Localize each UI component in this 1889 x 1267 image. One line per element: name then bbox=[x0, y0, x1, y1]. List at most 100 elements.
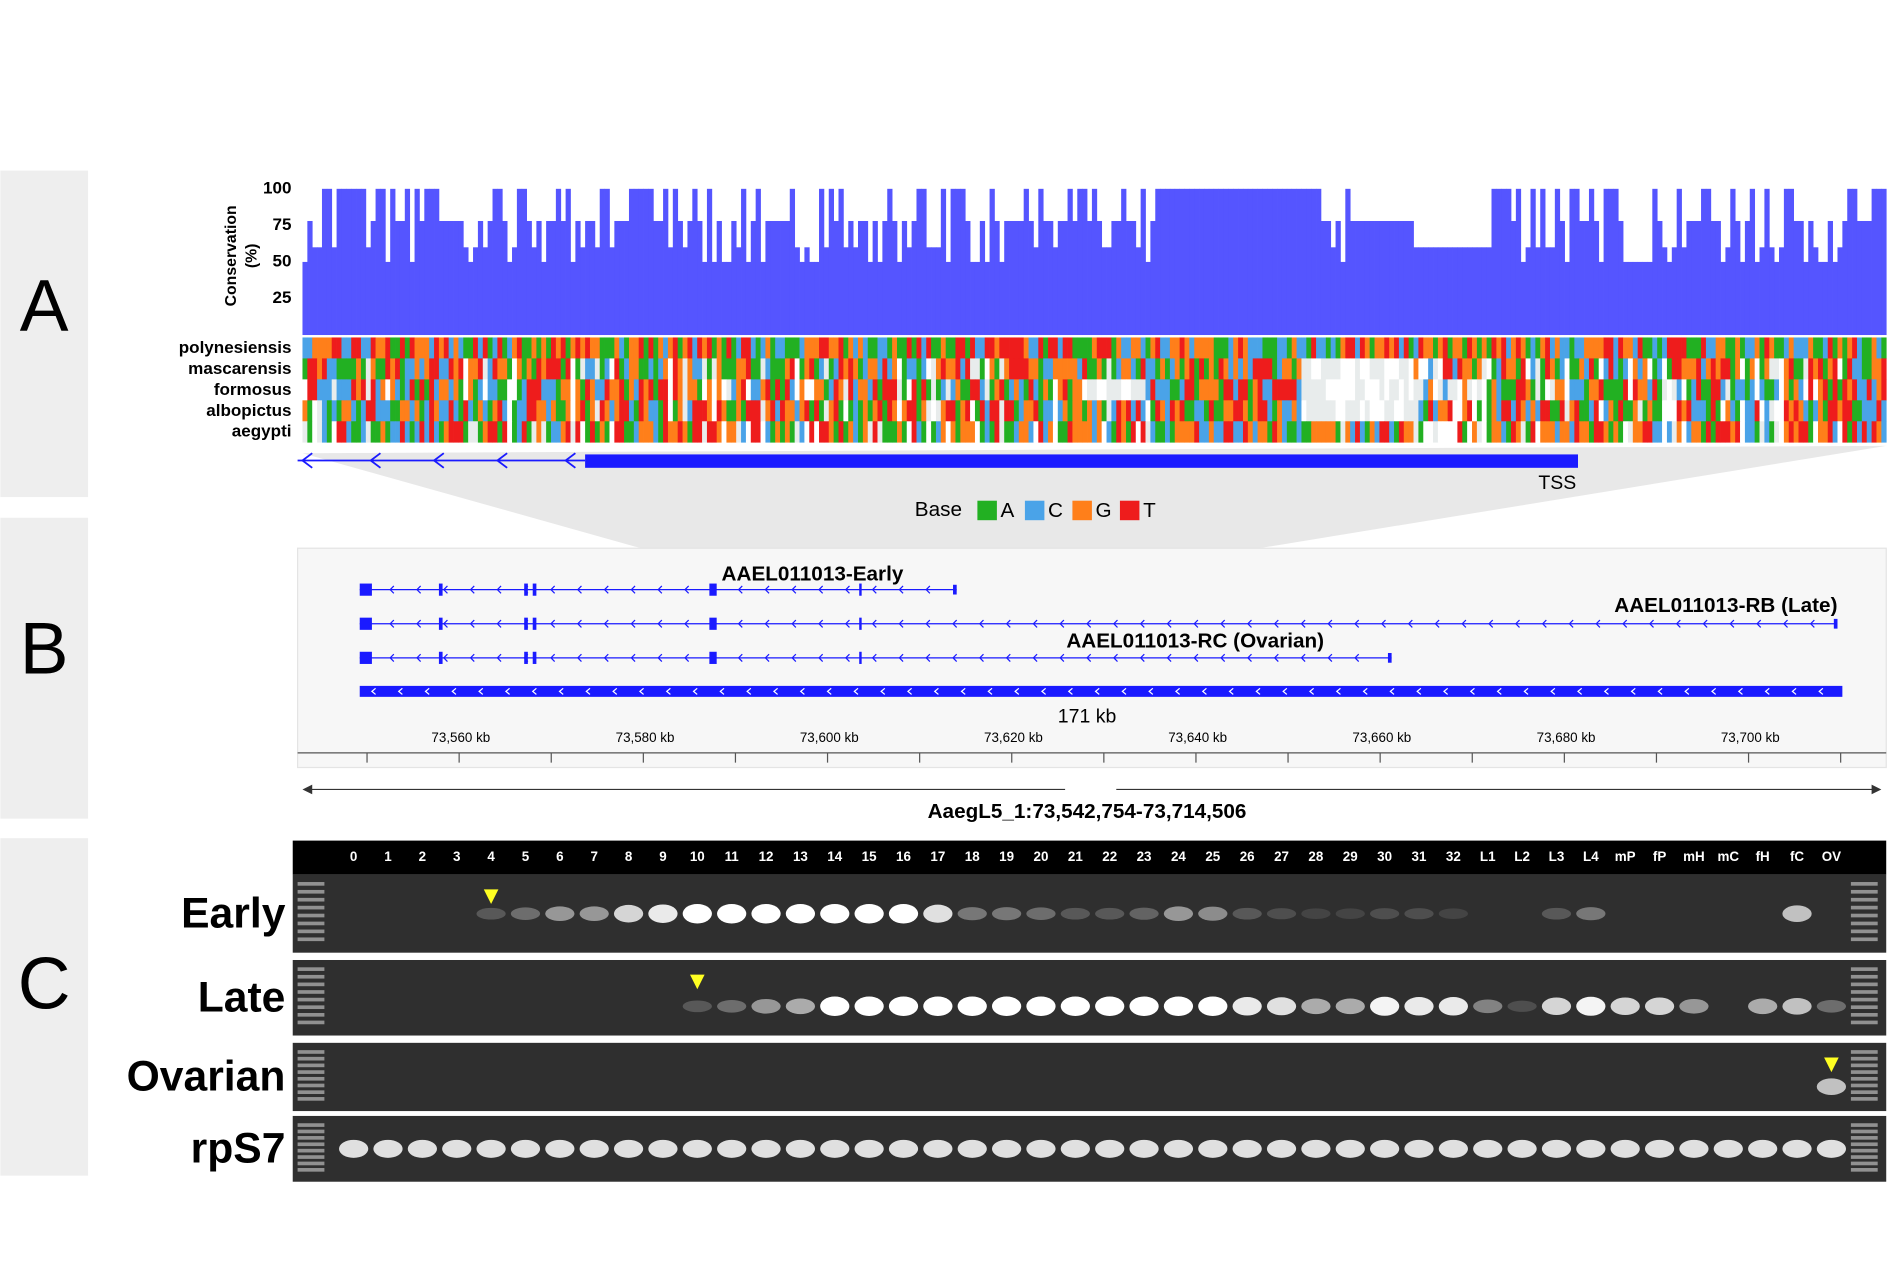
alignment-cell bbox=[317, 337, 323, 359]
alignment-cell bbox=[858, 337, 864, 359]
alignment-cell bbox=[307, 400, 313, 422]
alignment-cell bbox=[1130, 358, 1137, 380]
alignment-cell bbox=[1579, 358, 1585, 380]
alignment-cell bbox=[1754, 400, 1760, 422]
alignment-cell bbox=[512, 358, 518, 380]
alignment-cell bbox=[614, 421, 620, 443]
conservation-bar bbox=[1881, 188, 1887, 336]
conservation-bar bbox=[512, 247, 518, 336]
conservation-bar bbox=[1145, 261, 1151, 336]
conservation-bar bbox=[1871, 188, 1877, 336]
alignment-cell bbox=[599, 358, 605, 380]
alignment-cell bbox=[512, 337, 518, 359]
alignment-cell bbox=[658, 337, 664, 359]
conservation-bar bbox=[1213, 188, 1219, 336]
alignment-cell bbox=[1861, 421, 1868, 443]
alignment-cell bbox=[828, 421, 835, 443]
conservation-bar bbox=[1286, 188, 1293, 336]
alignment-cell bbox=[663, 358, 669, 380]
strand-arrow bbox=[844, 619, 850, 628]
alignment-cell bbox=[1306, 421, 1312, 443]
alignment-cell bbox=[448, 379, 454, 401]
strand-arrow bbox=[478, 687, 484, 695]
alignment-cell bbox=[935, 358, 942, 380]
conservation-bar bbox=[1345, 188, 1351, 336]
strand-arrow bbox=[1791, 687, 1797, 695]
exon bbox=[859, 617, 862, 630]
alignment-cell bbox=[862, 421, 869, 443]
alignment-cell bbox=[965, 421, 971, 443]
alignment-cell bbox=[741, 421, 747, 443]
alignment-cell bbox=[1174, 337, 1180, 359]
alignment-cell bbox=[1379, 337, 1385, 359]
alignment-cell bbox=[1301, 379, 1307, 401]
alignment-cell bbox=[789, 358, 796, 380]
conservation-bar bbox=[663, 188, 669, 336]
alignment-cell bbox=[999, 358, 1005, 380]
conservation-bar bbox=[1749, 188, 1756, 336]
alignment-cell bbox=[326, 421, 333, 443]
alignment-cell bbox=[1740, 421, 1746, 443]
alignment-cell bbox=[1009, 379, 1015, 401]
alignment-cell bbox=[1510, 400, 1517, 422]
alignment-cell bbox=[819, 358, 825, 380]
alignment-cell bbox=[482, 379, 489, 401]
alignment-cell bbox=[1233, 358, 1239, 380]
alignment-cell bbox=[819, 337, 825, 359]
alignment-cell bbox=[399, 358, 406, 380]
lane-label: 16 bbox=[896, 849, 911, 864]
alignment-cell bbox=[390, 379, 396, 401]
alignment-cell bbox=[1613, 358, 1619, 380]
tick-label: 73,560 kb bbox=[431, 730, 490, 745]
alignment-cell bbox=[663, 379, 669, 401]
conservation-bar bbox=[1023, 188, 1029, 336]
strand-arrow bbox=[1086, 619, 1092, 628]
conservation-bar bbox=[1408, 220, 1414, 336]
alignment-cell bbox=[497, 379, 503, 401]
alignment-cell bbox=[424, 337, 430, 359]
alignment-cell bbox=[1598, 400, 1604, 422]
alignment-cell bbox=[326, 337, 333, 359]
alignment-cell bbox=[1340, 421, 1346, 443]
alignment-cell bbox=[1072, 337, 1078, 359]
alignment-cell bbox=[1238, 379, 1244, 401]
alignment-cell bbox=[1433, 421, 1439, 443]
strand-arrow bbox=[1005, 619, 1011, 628]
alignment-cell bbox=[365, 337, 372, 359]
conservation-bar bbox=[604, 188, 610, 336]
alignment-cell bbox=[706, 421, 713, 443]
alignment-cell bbox=[1501, 358, 1507, 380]
conservation-bar bbox=[331, 247, 337, 336]
alignment-cell bbox=[1535, 421, 1541, 443]
tick-label: 73,580 kb bbox=[616, 730, 675, 745]
strand-arrow bbox=[818, 585, 824, 594]
alignment-cell bbox=[667, 379, 674, 401]
alignment-cell bbox=[1759, 400, 1765, 422]
alignment-cell bbox=[1038, 337, 1044, 359]
alignment-cell bbox=[526, 337, 532, 359]
alignment-cell bbox=[1091, 379, 1098, 401]
alignment-cell bbox=[784, 400, 791, 422]
alignment-cell bbox=[1165, 421, 1171, 443]
alignment-cell bbox=[1793, 421, 1799, 443]
conservation-bar bbox=[482, 247, 489, 336]
alignment-cell bbox=[1774, 337, 1780, 359]
strand-arrow bbox=[603, 653, 609, 662]
conservation-bar bbox=[775, 220, 781, 336]
alignment-cell bbox=[1267, 400, 1273, 422]
conservation-bar bbox=[901, 220, 908, 336]
alignment-cell bbox=[463, 379, 469, 401]
alignment-cell bbox=[1627, 337, 1634, 359]
alignment-cell bbox=[970, 358, 976, 380]
strand-arrow bbox=[952, 653, 958, 662]
alignment-cell bbox=[414, 358, 420, 380]
alignment-cell bbox=[1642, 421, 1648, 443]
alignment-cell bbox=[1871, 358, 1877, 380]
alignment-cell bbox=[741, 379, 747, 401]
lane-label: 32 bbox=[1446, 849, 1461, 864]
alignment-cell bbox=[877, 379, 883, 401]
alignment-cell bbox=[497, 337, 503, 359]
alignment-cell bbox=[1116, 358, 1122, 380]
alignment-cell bbox=[321, 379, 328, 401]
gel-band bbox=[1473, 999, 1503, 1014]
